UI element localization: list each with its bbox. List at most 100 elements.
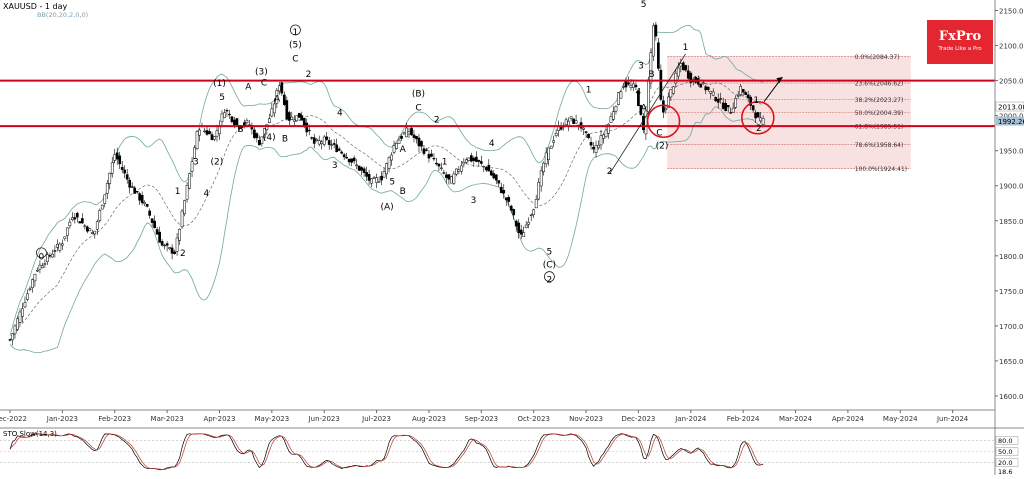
candle-body [597, 145, 600, 149]
candle-body [587, 133, 590, 139]
highlight-circle [741, 100, 775, 135]
candle-body [85, 226, 89, 232]
wave-label: B [282, 135, 288, 145]
candle-body [522, 232, 526, 237]
candle-body [569, 116, 573, 119]
candle-body [479, 161, 483, 164]
candle-body [235, 118, 239, 126]
candle-body [110, 162, 114, 174]
candle-body [312, 137, 316, 144]
candle-body [602, 134, 605, 139]
wave-label: 1 [753, 96, 759, 106]
candle-body [467, 157, 471, 161]
candle-body [193, 147, 196, 159]
candle-body [253, 129, 256, 138]
wave-label: 3 [332, 161, 338, 171]
candle-body [599, 135, 603, 146]
candle-body [544, 152, 548, 165]
wave-label: (B) [412, 90, 425, 100]
candle-body [455, 168, 458, 175]
candle-body [662, 100, 665, 113]
wave-label: (4) [263, 133, 276, 143]
candle-body [572, 118, 575, 124]
wave-label: A [274, 95, 281, 105]
candle-body [70, 217, 74, 220]
candle-body [657, 42, 660, 69]
candle-body [719, 98, 723, 100]
candle-body [674, 72, 678, 84]
candle-body [432, 157, 436, 160]
wave-label: A [400, 145, 407, 155]
candle-body [724, 103, 728, 111]
price-tag-label: 1992.26 [998, 118, 1024, 126]
candle-body [287, 112, 291, 121]
price-tick-label: 2100.00 [999, 43, 1024, 51]
wave-label: 2 [547, 275, 553, 285]
wave-label: C [292, 55, 298, 65]
candle-body [48, 255, 52, 257]
candle-body [260, 136, 264, 144]
candle-body [165, 243, 169, 246]
wave-label: 2 [434, 116, 440, 126]
candle-body [445, 174, 448, 178]
candle-body [592, 146, 595, 150]
wave-label: 5 [389, 177, 395, 187]
candle-body [330, 144, 334, 146]
wave-label: 1 [298, 114, 304, 124]
candle-body [746, 94, 750, 99]
price-tag-box [995, 101, 1024, 112]
wave-label: 1 [442, 158, 448, 168]
candle-body [103, 194, 107, 204]
candle-body [36, 270, 39, 272]
candle-body [529, 214, 533, 216]
candle-body [188, 173, 191, 189]
time-tick-label: Sep-2023 [465, 415, 499, 423]
candle-body [345, 156, 349, 159]
candle-body [243, 122, 246, 126]
candle-body [402, 132, 406, 135]
candle-body [13, 325, 17, 335]
candle-body [16, 318, 19, 330]
candle-body [589, 142, 593, 146]
candle-body [320, 141, 324, 144]
candle-body [487, 164, 491, 172]
wave-label: 5 [219, 93, 225, 103]
wave-circle-mark [544, 271, 555, 282]
candle-body [744, 92, 748, 95]
wave-label: C [656, 128, 662, 138]
candle-body [517, 222, 521, 234]
candle-body [644, 110, 648, 135]
candle-body [43, 263, 47, 265]
candle-body [155, 229, 159, 235]
time-tick-label: Mar-2024 [779, 415, 813, 423]
candle-body [574, 120, 578, 124]
wave-label: (3) [255, 67, 268, 77]
candle-body [474, 156, 478, 162]
logo-tagline: Trade Like a Pro [938, 46, 982, 52]
candle-body [465, 159, 468, 163]
chart-title: XAUUSD - 1 day [3, 2, 68, 11]
candle-body [435, 162, 438, 165]
wave-label: 5 [547, 247, 553, 257]
candle-body [80, 218, 84, 224]
candle-body [671, 86, 675, 94]
candle-body [203, 130, 206, 133]
fibonacci-label: 38.2%(2023.27) [855, 97, 904, 104]
candle-body [709, 90, 713, 94]
candle-body [469, 155, 473, 162]
candle-body [499, 186, 503, 193]
candle-body [263, 128, 266, 138]
candle-body [716, 99, 720, 103]
candle-body [524, 224, 528, 229]
indicator-label: BB(20,20,2,0,0) [37, 11, 89, 19]
candle-body [31, 279, 34, 288]
wave-label: 3 [638, 62, 644, 72]
candle-body [352, 157, 356, 162]
candle-body [377, 181, 381, 183]
candle-body [676, 67, 680, 77]
bollinger-upper [9, 24, 764, 336]
candle-body [367, 174, 371, 181]
candle-body [108, 172, 112, 184]
candle-body [711, 91, 715, 96]
